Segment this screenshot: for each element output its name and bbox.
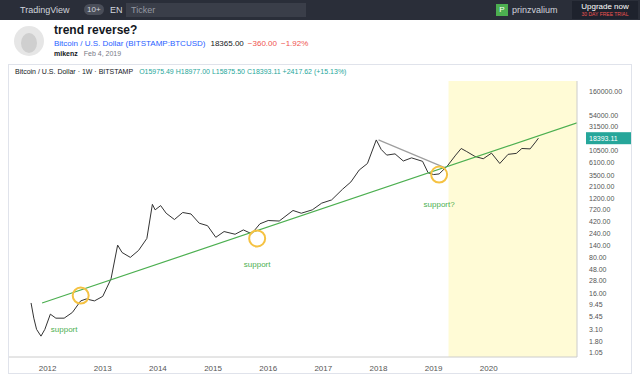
svg-text:31500.00: 31500.00 xyxy=(589,123,618,130)
svg-text:2015: 2015 xyxy=(204,364,222,373)
svg-text:5.45: 5.45 xyxy=(589,313,603,320)
svg-text:6100.00: 6100.00 xyxy=(589,159,614,166)
html-text:Feb 4, 2019: Feb 4, 2019 xyxy=(83,50,122,57)
svg-text:2016: 2016 xyxy=(259,364,277,373)
html-text:P: P xyxy=(499,5,505,14)
svg-text:54000.00: 54000.00 xyxy=(589,112,618,119)
svg-text:2018: 2018 xyxy=(370,364,388,373)
svg-text:2017: 2017 xyxy=(314,364,332,373)
svg-text:28.00: 28.00 xyxy=(589,277,607,284)
svg-text:720.00: 720.00 xyxy=(589,206,611,213)
html-text:−1.92%: −1.92% xyxy=(281,39,309,48)
svg-text:9.45: 9.45 xyxy=(589,301,603,308)
html-text:TradingView: TradingView xyxy=(20,5,70,15)
html-text:mikenz: mikenz xyxy=(54,50,78,57)
html-text:30 DAY FREE TRIAL: 30 DAY FREE TRIAL xyxy=(581,11,629,17)
html-text:Ticker: Ticker xyxy=(131,5,156,15)
svg-text:10500.00: 10500.00 xyxy=(589,147,618,154)
svg-text:3.10: 3.10 xyxy=(589,326,603,333)
svg-text:support: support xyxy=(51,325,78,334)
svg-text:support: support xyxy=(244,260,271,269)
svg-text:80.00: 80.00 xyxy=(589,254,607,261)
html-text:trend reverse?: trend reverse? xyxy=(54,23,138,37)
svg-text:2100.00: 2100.00 xyxy=(589,183,614,190)
svg-text:140.00: 140.00 xyxy=(589,242,611,249)
svg-text:2012: 2012 xyxy=(39,364,57,373)
svg-text:1.80: 1.80 xyxy=(589,338,603,345)
svg-text:160000.00: 160000.00 xyxy=(589,88,622,95)
svg-text:16.00: 16.00 xyxy=(589,290,607,297)
svg-text:3500.00: 3500.00 xyxy=(589,172,614,179)
html-text:prinzvalium: prinzvalium xyxy=(512,5,558,15)
svg-text:18393.11: 18393.11 xyxy=(589,135,618,142)
svg-text:48.00: 48.00 xyxy=(589,266,607,273)
html-text:O15975.49 H18977.00 L15875.50: O15975.49 H18977.00 L15875.50 C18393.11 … xyxy=(139,68,347,75)
html-text:10+: 10+ xyxy=(87,5,101,14)
svg-text:2020: 2020 xyxy=(480,364,498,373)
svg-text:420.00: 420.00 xyxy=(589,218,611,225)
html-text:Bitcoin / U.S. Dollar · 1W · B: Bitcoin / U.S. Dollar · 1W · BITSTAMP xyxy=(15,68,134,75)
svg-text:2014: 2014 xyxy=(149,364,167,373)
html-text:EN: EN xyxy=(110,5,123,15)
html-text:Bitcoin / U.S. Dollar (BITSTAM: Bitcoin / U.S. Dollar (BITSTAMP:BTCUSD) xyxy=(54,39,206,48)
svg-text:240.00: 240.00 xyxy=(589,230,611,237)
svg-text:support?: support? xyxy=(424,200,456,209)
svg-text:1.05: 1.05 xyxy=(589,349,603,356)
svg-text:2019: 2019 xyxy=(425,364,443,373)
svg-text:1200.00: 1200.00 xyxy=(589,195,614,202)
html-text:Upgrade now: Upgrade now xyxy=(581,2,629,11)
svg-text:2013: 2013 xyxy=(94,364,112,373)
html-text:18365.00 −360.00: 18365.00 −360.00 xyxy=(210,39,277,48)
